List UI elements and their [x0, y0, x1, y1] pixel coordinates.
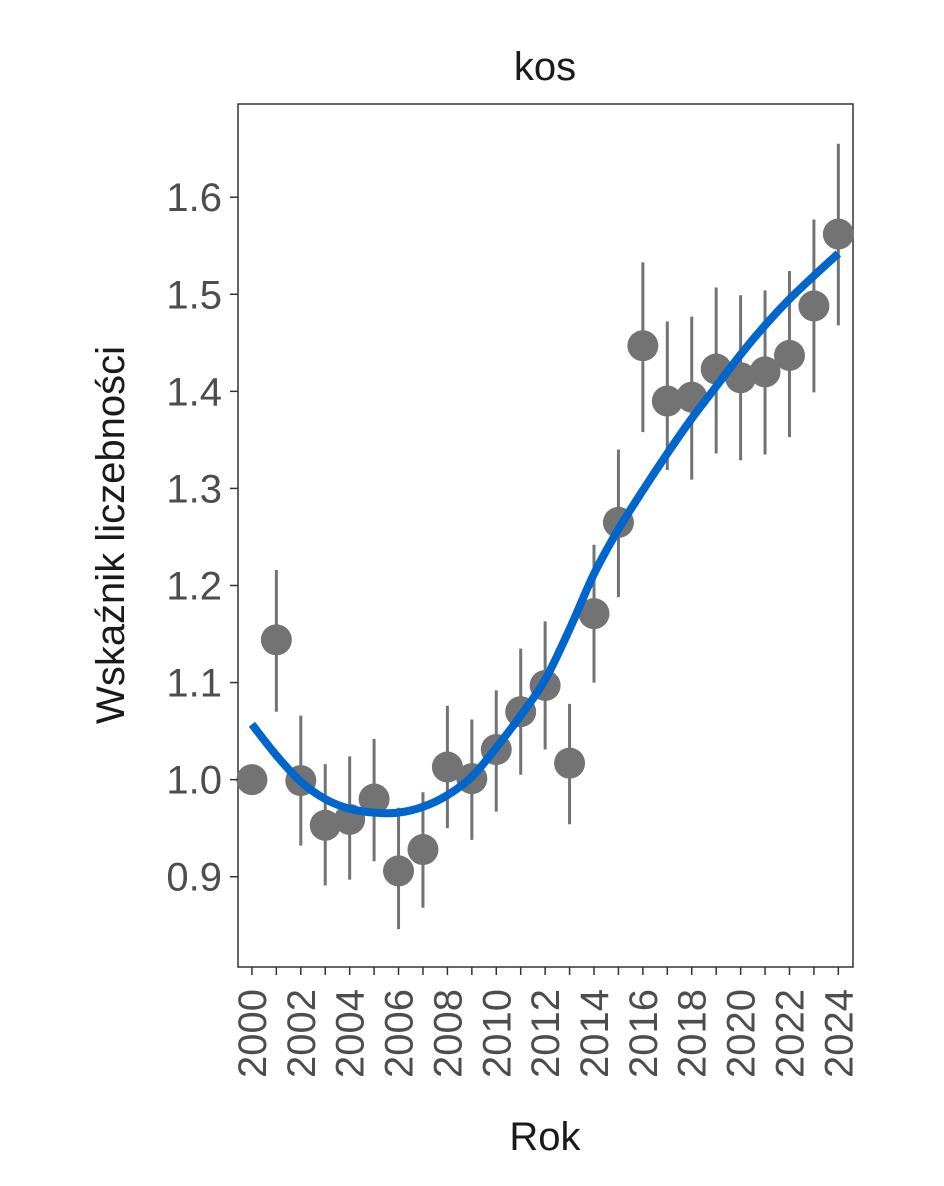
data-point [627, 330, 659, 362]
x-tick-label: 2000 [231, 989, 275, 1078]
data-point [798, 290, 830, 322]
x-tick-label: 2018 [671, 989, 715, 1078]
x-tick-label: 2008 [426, 989, 470, 1078]
y-tick-label: 1.4 [166, 370, 222, 414]
x-tick-label: 2004 [329, 989, 373, 1078]
data-point [407, 834, 439, 866]
x-tick-label: 2016 [622, 989, 666, 1078]
data-point [236, 764, 268, 796]
x-tick-label: 2002 [280, 989, 324, 1078]
y-tick-label: 1.0 [166, 759, 222, 803]
y-tick-label: 0.9 [166, 856, 222, 900]
data-point [309, 809, 341, 841]
data-point [651, 385, 683, 417]
y-tick-label: 1.2 [166, 564, 222, 608]
smooth-trend-line [248, 250, 842, 818]
y-tick-label: 1.3 [166, 467, 222, 511]
data-point [578, 598, 610, 630]
y-tick-label: 1.1 [166, 662, 222, 706]
data-point [260, 624, 292, 656]
data-point [749, 356, 781, 388]
y-axis-label: Wskaźnik liczebności [89, 346, 133, 724]
chart-title: kos [514, 45, 576, 89]
x-tick-label: 2020 [720, 989, 764, 1078]
x-tick-label: 2006 [378, 989, 422, 1078]
x-tick-label: 2010 [475, 989, 519, 1078]
data-point [383, 855, 415, 887]
x-axis-label: Rok [509, 1115, 581, 1159]
x-tick-label: 2014 [573, 989, 617, 1078]
x-tick-label: 2024 [817, 989, 861, 1078]
data-point [773, 339, 805, 371]
x-tick-label: 2012 [524, 989, 568, 1078]
data-point [822, 218, 854, 250]
y-tick-label: 1.6 [166, 176, 222, 220]
data-point [358, 783, 390, 815]
data-point [431, 751, 463, 783]
y-tick-label: 1.5 [166, 273, 222, 317]
x-tick-label: 2022 [768, 989, 812, 1078]
data-point [554, 747, 586, 779]
